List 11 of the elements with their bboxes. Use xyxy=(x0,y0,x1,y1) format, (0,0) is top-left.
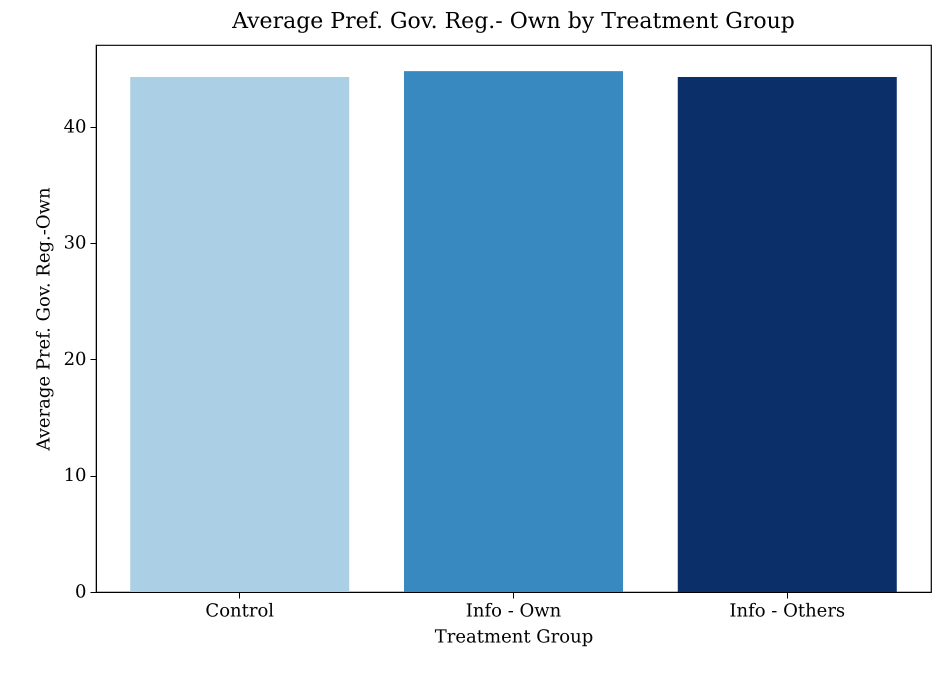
chart-title: Average Pref. Gov. Reg.- Own by Treatment Group xyxy=(231,9,795,34)
x-tick-label: Control xyxy=(205,600,274,622)
y-tick-label: 0 xyxy=(75,582,86,602)
y-tick-label: 40 xyxy=(64,116,86,138)
y-tick-label: 20 xyxy=(64,348,86,370)
x-tick-label: Info - Own xyxy=(466,600,562,622)
y-axis-title: Average Pref. Gov. Reg.-Own xyxy=(34,187,55,452)
y-tick-label: 10 xyxy=(64,465,86,486)
x-axis-title: Treatment Group xyxy=(434,626,594,648)
y-tick-label: 30 xyxy=(64,232,86,254)
x-tick-label: Info - Others xyxy=(729,600,846,622)
